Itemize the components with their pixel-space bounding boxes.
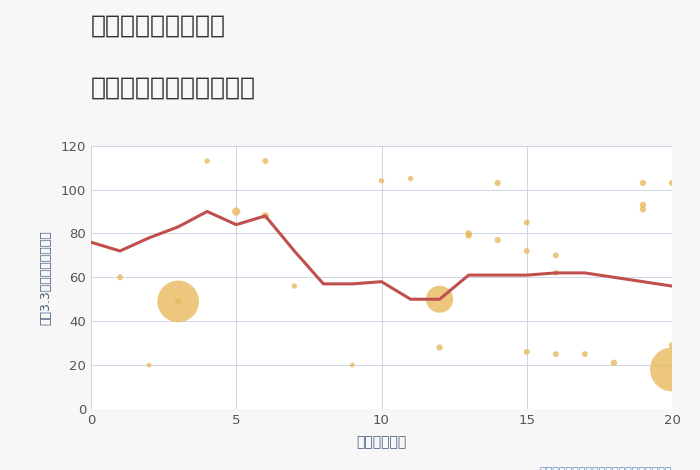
Point	[550, 251, 561, 259]
Point	[638, 205, 649, 213]
Point	[580, 350, 591, 358]
X-axis label: 駅距離（分）: 駅距離（分）	[356, 435, 407, 449]
Point	[550, 350, 561, 358]
Point	[231, 208, 242, 215]
Point	[114, 274, 126, 281]
Point	[550, 269, 561, 277]
Point	[521, 219, 532, 226]
Text: 千葉県市原市戸面の: 千葉県市原市戸面の	[91, 14, 226, 38]
Point	[463, 230, 475, 237]
Text: 円の大きさは、取引のあった物件面積を示す: 円の大きさは、取引のあった物件面積を示す	[540, 467, 672, 470]
Point	[405, 175, 416, 182]
Point	[638, 201, 649, 209]
Point	[346, 361, 358, 369]
Point	[260, 157, 271, 165]
Point	[463, 232, 475, 239]
Point	[376, 177, 387, 185]
Point	[638, 179, 649, 187]
Y-axis label: 坪（3.3㎡）単価（万円）: 坪（3.3㎡）単価（万円）	[39, 230, 52, 325]
Point	[144, 361, 155, 369]
Point	[521, 348, 532, 356]
Point	[172, 298, 183, 305]
Point	[289, 282, 300, 290]
Point	[608, 359, 620, 367]
Point	[666, 179, 678, 187]
Point	[666, 366, 678, 373]
Point	[434, 296, 445, 303]
Text: 駅距離別中古戸建て価格: 駅距離別中古戸建て価格	[91, 75, 256, 99]
Point	[434, 344, 445, 351]
Point	[666, 342, 678, 349]
Point	[202, 157, 213, 165]
Point	[260, 212, 271, 219]
Point	[492, 179, 503, 187]
Point	[492, 236, 503, 244]
Point	[172, 298, 183, 305]
Point	[521, 247, 532, 255]
